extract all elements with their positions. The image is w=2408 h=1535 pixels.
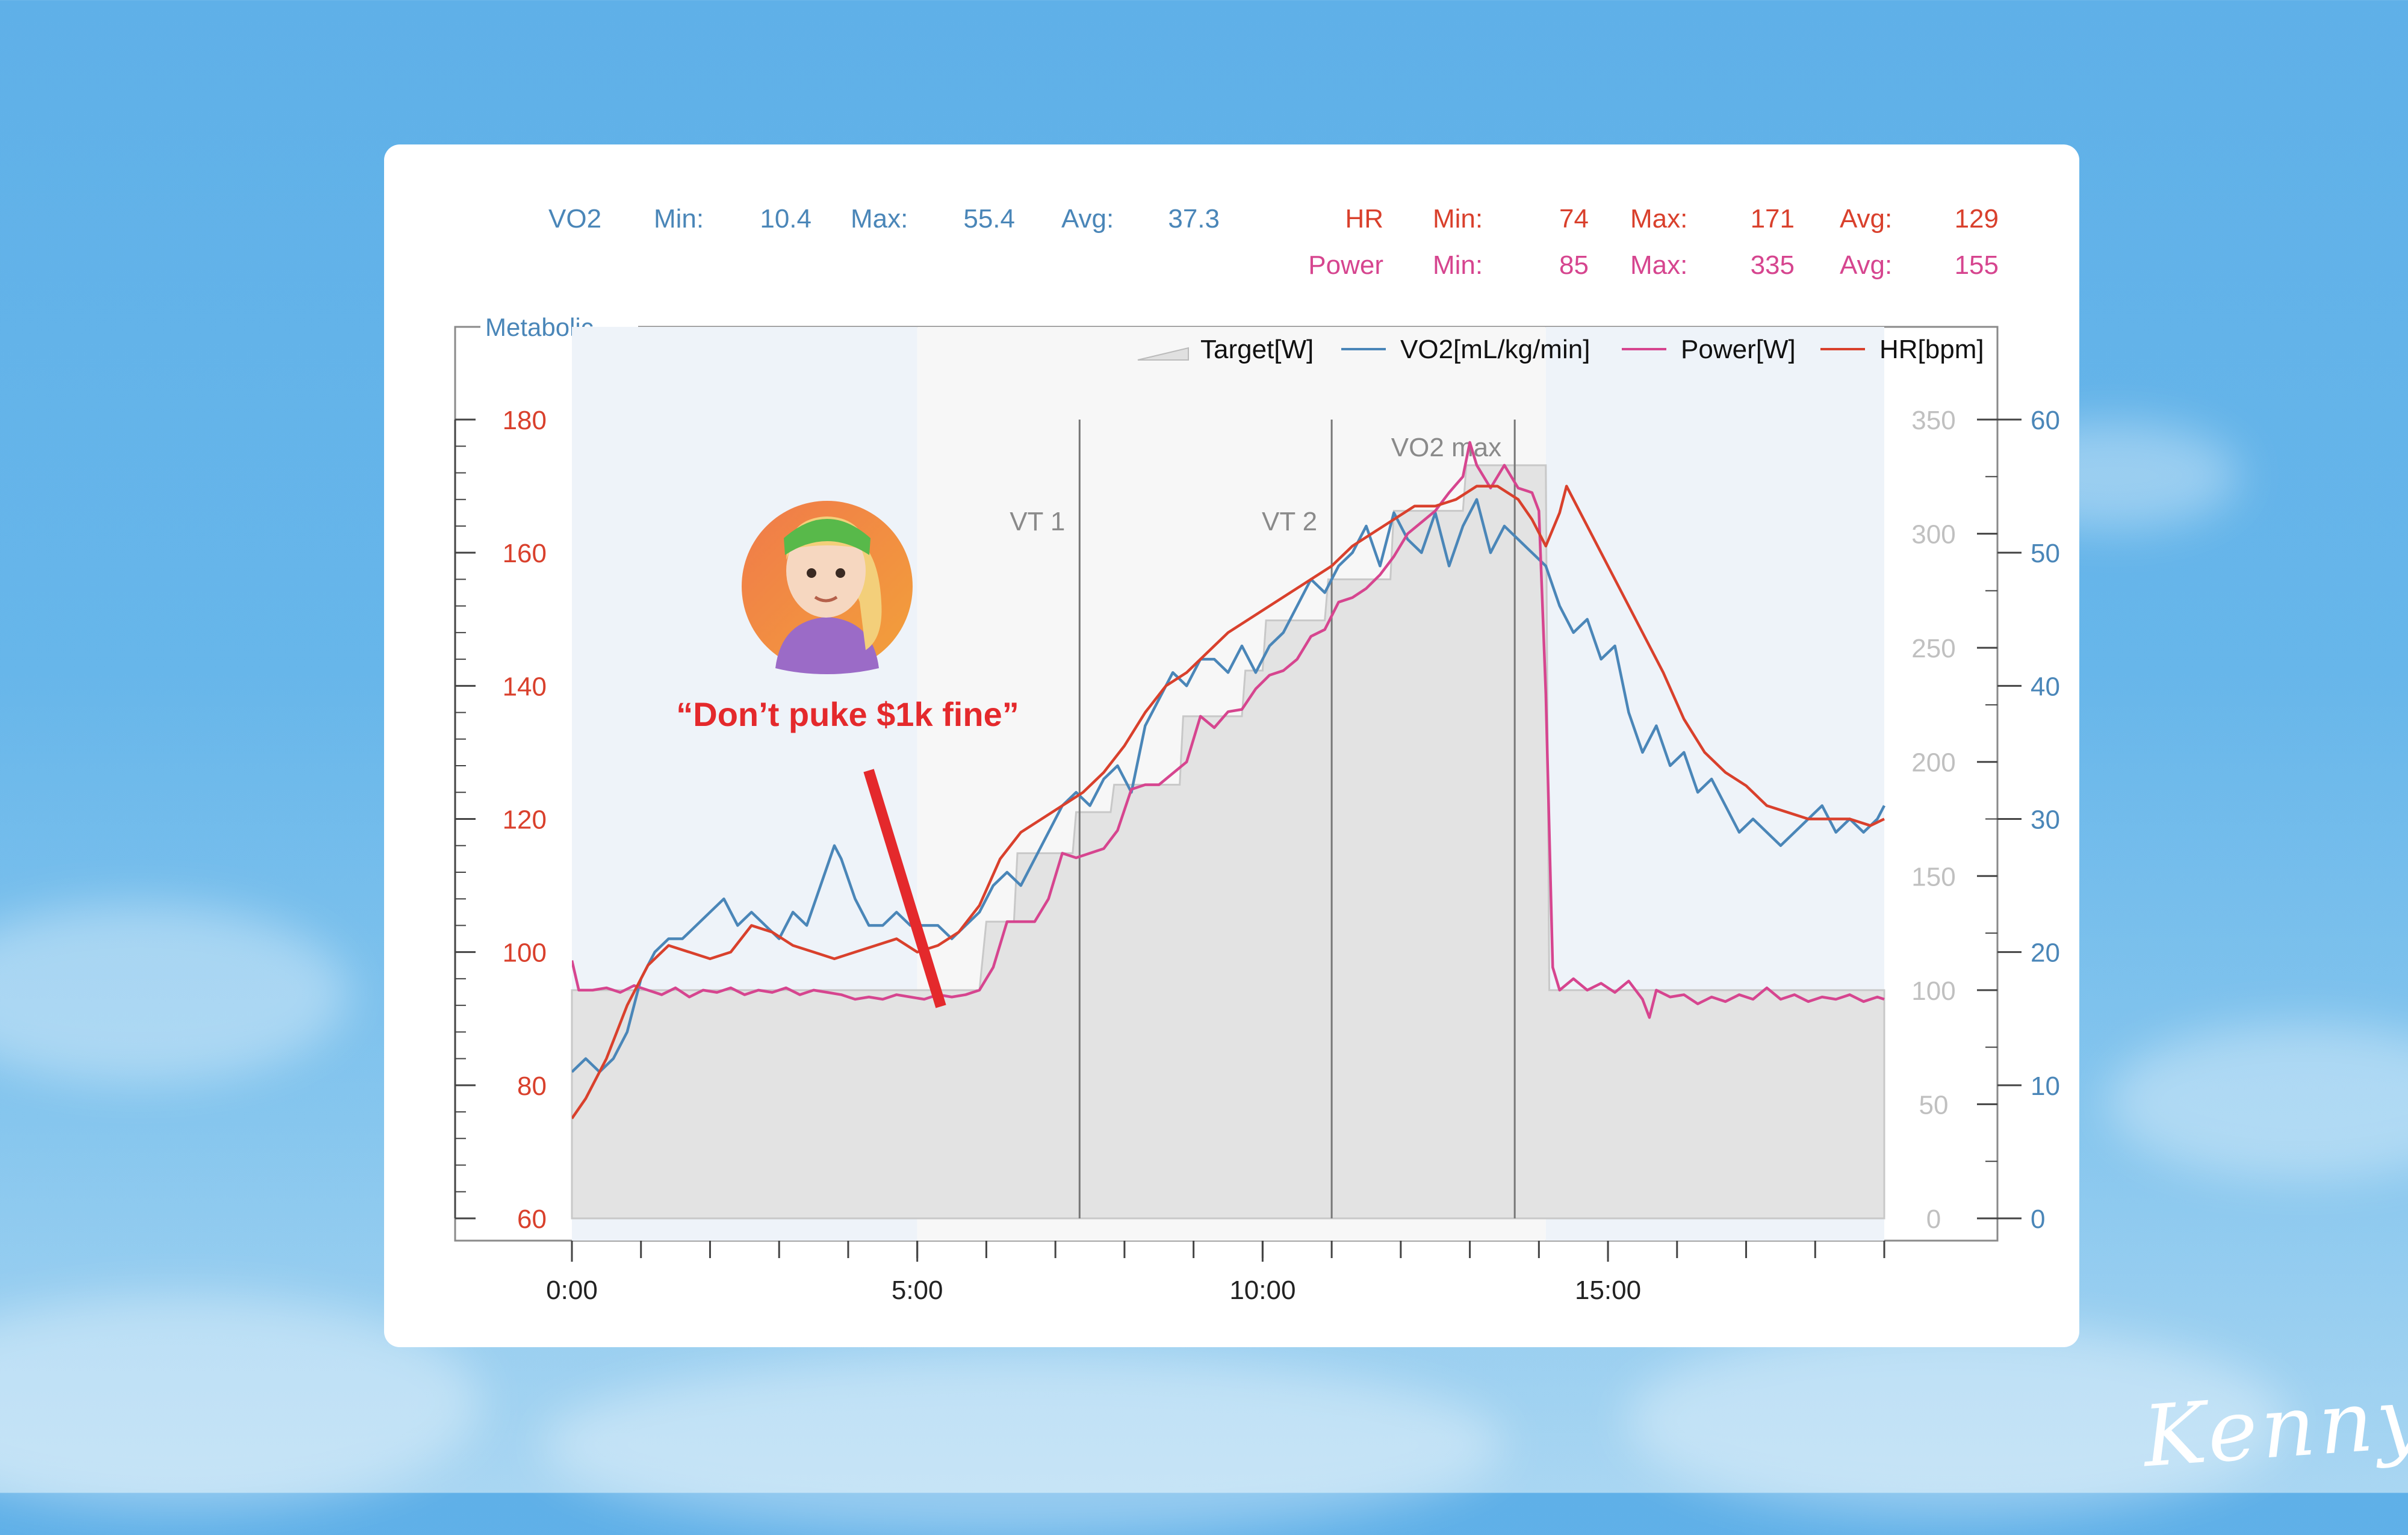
stat-vo2-min: 10.4 — [760, 204, 811, 234]
legend-label: Power[W] — [1681, 335, 1796, 364]
stat-power-min-label: Min: — [1433, 250, 1483, 280]
power-tick-label: 200 — [1911, 748, 1955, 778]
stat-hr-name: HR — [1345, 204, 1383, 234]
target-area — [571, 464, 1885, 1220]
stats-header: VO2 Min: 10.4 Max: 55.4 Avg: 37.3 HR Min… — [548, 204, 1999, 280]
hr-tick-label: 160 — [503, 539, 547, 568]
x-tick-label: 0:00 — [546, 1276, 598, 1305]
annotation: “Don’t puke $1k fine” — [676, 501, 1019, 1008]
metabolic-chart: VO2 Min: 10.4 Max: 55.4 Avg: 37.3 HR Min… — [454, 204, 2060, 1305]
hr-tick-label: 80 — [517, 1071, 547, 1101]
kenny-signature: Kenny — [2140, 1368, 2408, 1487]
stat-vo2-name: VO2 — [548, 204, 601, 234]
legend-swatch-target — [1137, 347, 1189, 361]
vo2-tick-label: 40 — [2031, 672, 2060, 701]
vo2-tick-label: 50 — [2031, 539, 2060, 568]
stat-power-avg-label: Avg: — [1840, 250, 1892, 280]
x-tick-label: 15:00 — [1575, 1276, 1641, 1305]
stat-hr-avg-label: Avg: — [1840, 204, 1892, 234]
hr-tick-label: 120 — [503, 805, 547, 835]
background-cloud — [0, 903, 349, 1084]
power-series-line — [572, 441, 1885, 1019]
vo2-tick-label: 10 — [2031, 1071, 2060, 1101]
legend-label: VO2[mL/kg/min] — [1400, 335, 1590, 364]
background-cloud — [1625, 1324, 2288, 1517]
stat-vo2-avg: 37.3 — [1168, 204, 1220, 234]
annotation-arrow — [863, 769, 946, 1008]
background-cloud — [542, 1354, 1505, 1535]
marker-label: VT 1 — [1010, 507, 1065, 536]
stat-hr-max-label: Max: — [1630, 204, 1687, 234]
stat-power-max: 335 — [1751, 250, 1795, 280]
hr-tick-label: 140 — [503, 672, 547, 701]
legend: Target[W] VO2[mL/kg/min] Power[W] HR[bpm] — [1137, 335, 1984, 364]
power-tick-label: 50 — [1919, 1090, 1949, 1120]
power-tick-label: 300 — [1911, 520, 1955, 550]
avatar-emoji — [742, 501, 913, 674]
chart-card: VO2 Min: 10.4 Max: 55.4 Avg: 37.3 HR Min… — [384, 144, 2079, 1347]
x-tick-label: 5:00 — [892, 1276, 943, 1305]
annotation-text: “Don’t puke $1k fine” — [676, 695, 1019, 733]
power-tick-label: 100 — [1911, 976, 1955, 1006]
legend-label: HR[bpm] — [1879, 335, 1984, 364]
vo2-tick-label: 60 — [2031, 406, 2060, 435]
vo2-tick-label: 30 — [2031, 805, 2060, 835]
background-cloud — [2107, 1023, 2408, 1180]
marker-label: VO2 max — [1391, 433, 1501, 462]
hr-tick-label: 60 — [517, 1205, 547, 1234]
stat-hr-max: 171 — [1751, 204, 1795, 234]
power-tick-label: 250 — [1911, 634, 1955, 663]
marker-label: VT 2 — [1262, 507, 1317, 536]
power-tick-label: 0 — [1926, 1205, 1941, 1234]
stat-power-avg: 155 — [1955, 250, 1999, 280]
power-tick-label: 150 — [1911, 862, 1955, 892]
x-tick-label: 10:00 — [1229, 1276, 1296, 1305]
stat-vo2-avg-label: Avg: — [1061, 204, 1114, 234]
hr-tick-label: 180 — [503, 406, 547, 435]
stat-vo2-max-label: Max: — [851, 204, 908, 234]
hr-series-line — [572, 485, 1885, 1120]
vo2-tick-label: 0 — [2031, 1205, 2045, 1234]
stat-hr-min-label: Min: — [1433, 204, 1483, 234]
stat-power-max-label: Max: — [1630, 250, 1687, 280]
vo2-series-line — [572, 498, 1885, 1073]
power-tick-label: 350 — [1911, 406, 1955, 435]
stat-power-name: Power — [1308, 250, 1383, 280]
hr-tick-label: 100 — [503, 938, 547, 968]
stat-power-min: 85 — [1559, 250, 1589, 280]
stat-hr-min: 74 — [1559, 204, 1589, 234]
stat-vo2-min-label: Min: — [654, 204, 704, 234]
stat-vo2-max: 55.4 — [963, 204, 1015, 234]
stat-hr-avg: 129 — [1955, 204, 1999, 234]
legend-label: Target[W] — [1200, 335, 1314, 364]
vo2-tick-label: 20 — [2031, 938, 2060, 968]
